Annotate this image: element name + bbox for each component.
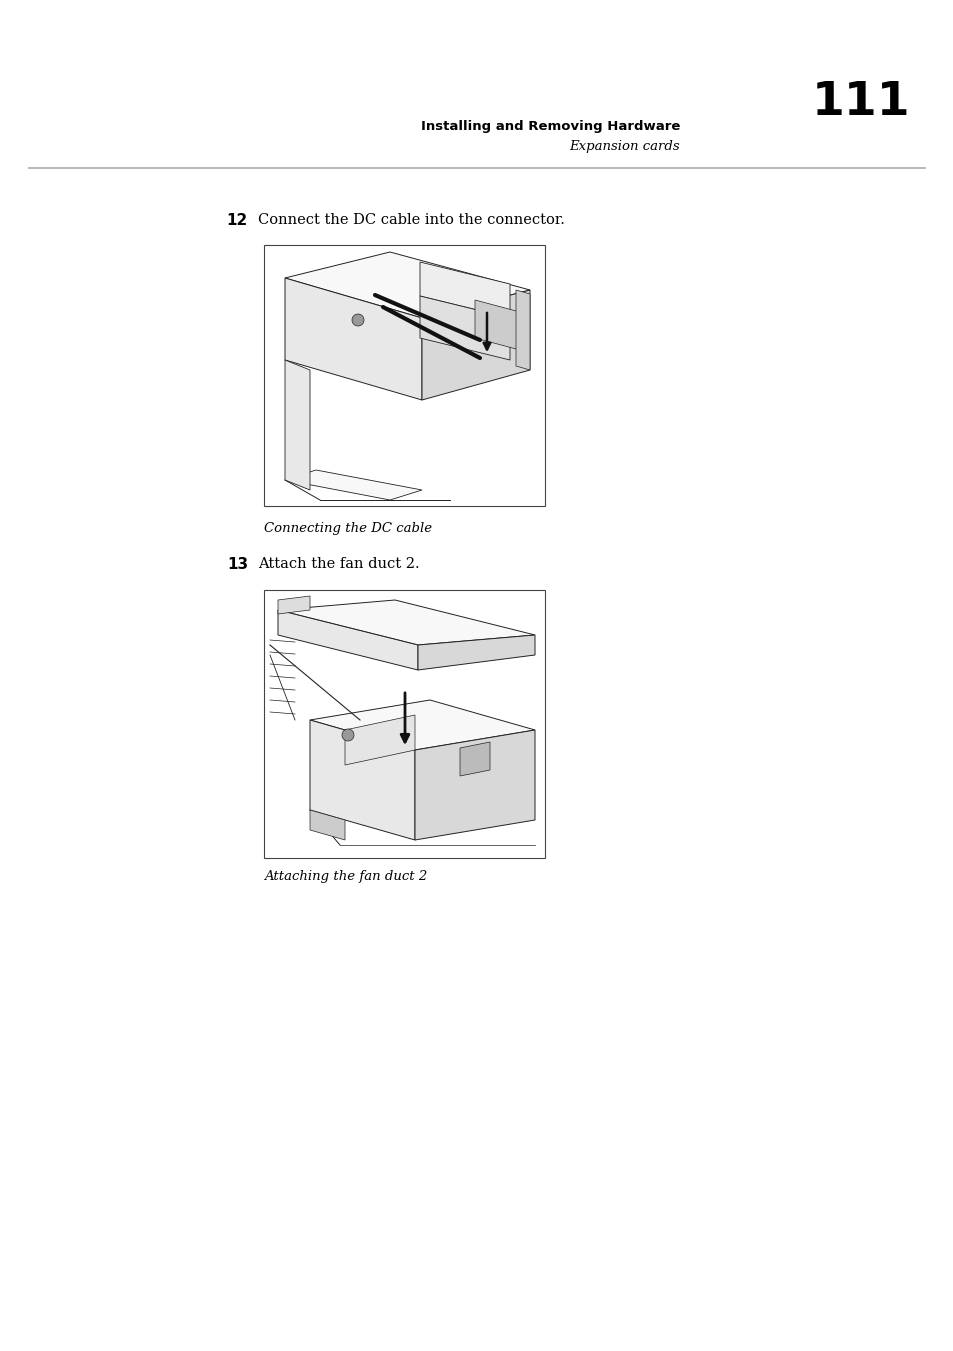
Polygon shape — [277, 611, 417, 670]
Text: Installing and Removing Hardware: Installing and Removing Hardware — [420, 120, 679, 132]
Text: Connect the DC cable into the connector.: Connect the DC cable into the connector. — [257, 213, 564, 227]
Polygon shape — [285, 278, 421, 400]
Bar — [264, 245, 544, 507]
Polygon shape — [417, 635, 535, 670]
Bar — [264, 590, 544, 858]
Text: 13: 13 — [227, 557, 248, 571]
Polygon shape — [419, 262, 510, 317]
Polygon shape — [285, 359, 310, 490]
Polygon shape — [310, 720, 415, 840]
Polygon shape — [277, 596, 310, 613]
Text: 12: 12 — [227, 213, 248, 228]
Circle shape — [352, 313, 364, 326]
Polygon shape — [310, 700, 535, 750]
Text: Connecting the DC cable: Connecting the DC cable — [264, 521, 432, 535]
Text: Attaching the fan duct 2: Attaching the fan duct 2 — [264, 870, 427, 884]
Circle shape — [341, 730, 354, 740]
Polygon shape — [419, 296, 510, 359]
Text: 111: 111 — [810, 80, 909, 126]
Text: Expansion cards: Expansion cards — [569, 141, 679, 153]
Polygon shape — [285, 470, 421, 500]
Polygon shape — [459, 742, 490, 775]
Text: Attach the fan duct 2.: Attach the fan duct 2. — [257, 557, 419, 571]
Polygon shape — [345, 715, 415, 765]
Polygon shape — [415, 730, 535, 840]
Polygon shape — [475, 300, 519, 350]
Polygon shape — [421, 290, 530, 400]
Polygon shape — [516, 290, 530, 370]
Polygon shape — [277, 600, 535, 644]
Polygon shape — [310, 811, 345, 840]
Polygon shape — [285, 253, 530, 317]
